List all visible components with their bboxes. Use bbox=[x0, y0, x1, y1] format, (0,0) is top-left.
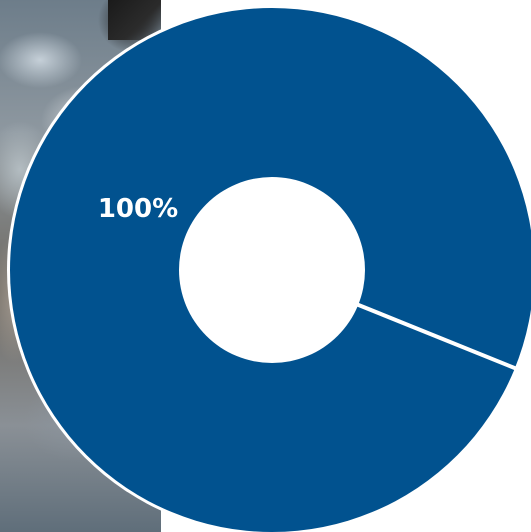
data-label: 100% bbox=[98, 194, 178, 224]
donut-hole bbox=[179, 177, 365, 363]
background-photo-shadow bbox=[108, 0, 161, 40]
slice-separator bbox=[355, 302, 520, 372]
